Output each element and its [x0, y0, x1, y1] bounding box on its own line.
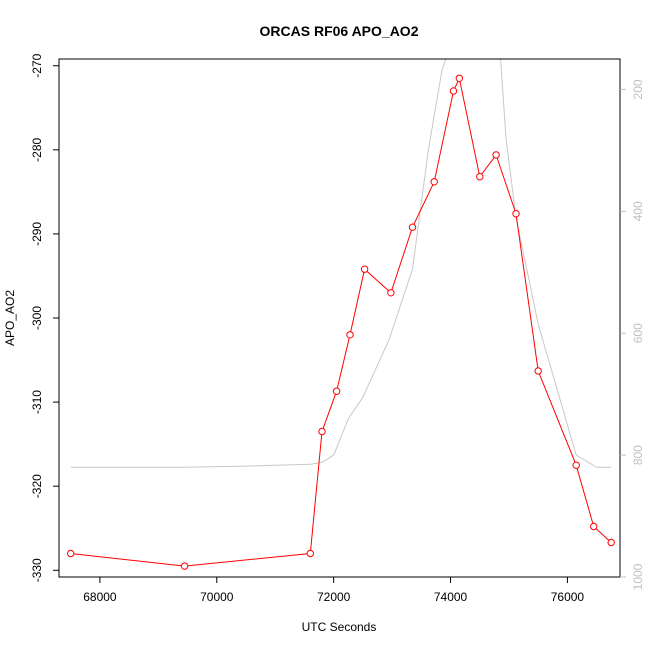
- data-point: [360, 265, 369, 273]
- data-point: [476, 173, 484, 181]
- data-point: [387, 289, 395, 297]
- data-point: [607, 538, 615, 547]
- secondary-y-tick-label: 800: [631, 445, 645, 465]
- y-tick-label: -310: [30, 390, 44, 414]
- secondary-y-tick-label: 600: [631, 323, 645, 343]
- data-point: [67, 549, 75, 558]
- x-tick-label: 74000: [434, 590, 468, 604]
- x-tick-label: 68000: [83, 590, 117, 604]
- y-axis-label: APO_AO2: [3, 290, 17, 346]
- x-tick-label: 76000: [551, 590, 585, 604]
- data-point: [590, 522, 598, 531]
- data-point: [534, 367, 542, 375]
- plot-area: 68000 70000 72000 74000 76000 -270 -280 -290 -30…: [30, 53, 645, 604]
- secondary-y-tick-label: 1000: [631, 563, 645, 590]
- y-tick-label: -330: [30, 558, 44, 582]
- data-point: [180, 562, 189, 570]
- data-point: [332, 387, 341, 395]
- y-tick-label: -270: [30, 53, 44, 77]
- x-tick-label: 70000: [200, 590, 234, 604]
- data-point: [430, 178, 438, 186]
- x-axis-label: UTC Seconds: [302, 620, 377, 634]
- data-point: [449, 87, 458, 95]
- chart-title: ORCAS RF06 APO_AO2: [260, 23, 419, 39]
- x-tick-label: 72000: [317, 590, 351, 604]
- data-point: [572, 461, 580, 469]
- y-tick-label: -280: [30, 137, 44, 161]
- data-point: [346, 331, 354, 339]
- y-tick-label: -290: [30, 222, 44, 246]
- data-point: [306, 549, 314, 558]
- secondary-y-tick-label: 400: [631, 201, 645, 221]
- data-point: [408, 223, 417, 231]
- secondary-y-tick-label: 200: [631, 79, 645, 99]
- y-tick-label: -320: [30, 474, 44, 498]
- data-point: [455, 74, 463, 83]
- data-point: [492, 151, 500, 159]
- data-point: [318, 427, 326, 436]
- data-point: [512, 210, 520, 218]
- y-tick-label: -300: [30, 306, 44, 330]
